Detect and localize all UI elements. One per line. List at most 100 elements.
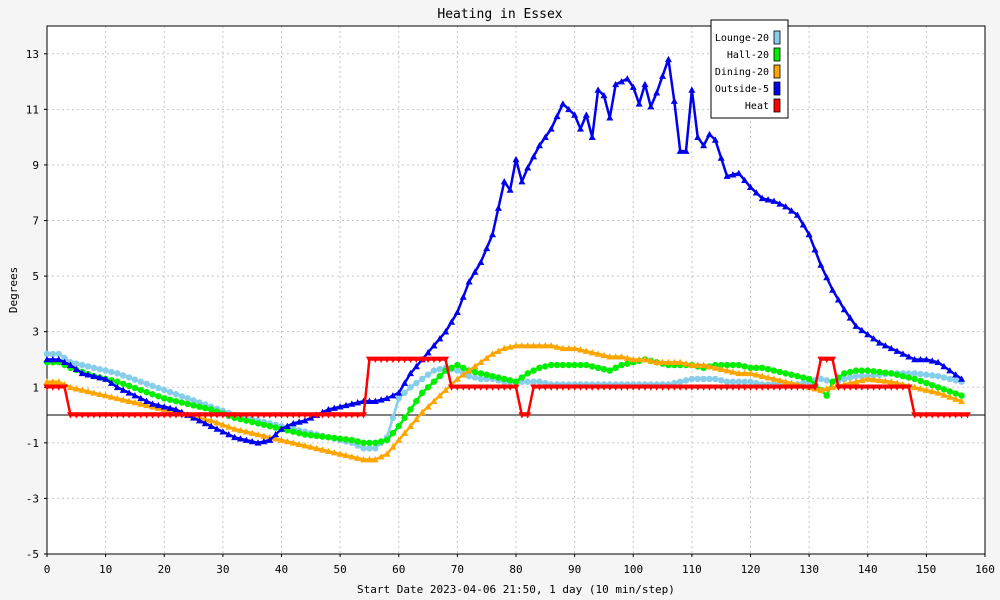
data-point-outside-5 [248, 437, 256, 445]
data-point-lounge-20 [465, 372, 473, 380]
data-point-hall-20 [377, 438, 385, 445]
data-point-heat [166, 412, 174, 419]
data-point-heat [940, 412, 948, 419]
data-point-heat [90, 412, 98, 419]
data-point-dining-20 [723, 367, 731, 374]
data-point-hall-20 [917, 377, 924, 385]
data-point-hall-20 [137, 386, 144, 394]
data-point-outside-5 [506, 186, 514, 193]
data-point-heat [448, 384, 456, 391]
legend-label-heat: Heat [745, 101, 769, 112]
data-point-heat [219, 412, 227, 419]
data-point-lounge-20 [688, 375, 696, 383]
data-point-heat [406, 356, 414, 363]
data-point-outside-5 [324, 405, 332, 413]
data-point-hall-20 [307, 432, 315, 439]
data-point-outside-5 [254, 439, 262, 446]
data-point-dining-20 [881, 377, 889, 384]
data-point-hall-20 [905, 374, 912, 381]
data-point-hall-20 [454, 361, 461, 369]
data-point-outside-5 [448, 318, 456, 325]
x-tick-label: 130 [799, 563, 819, 576]
data-point-hall-20 [395, 422, 402, 430]
data-point-outside-5 [594, 86, 602, 93]
data-point-hall-20 [372, 439, 379, 447]
data-point-heat [635, 384, 643, 391]
data-point-heat [729, 384, 737, 391]
data-point-outside-5 [395, 389, 403, 396]
data-point-dining-20 [365, 456, 373, 463]
data-point-outside-5 [436, 335, 444, 342]
data-point-outside-5 [489, 230, 497, 238]
data-point-outside-5 [641, 80, 649, 88]
data-point-heat [623, 384, 631, 391]
data-point-dining-20 [559, 344, 567, 352]
x-tick-label: 80 [509, 563, 522, 576]
data-point-dining-20 [917, 385, 925, 392]
data-point-outside-5 [535, 141, 543, 149]
data-point-outside-5 [600, 91, 608, 99]
data-point-outside-5 [934, 358, 942, 366]
x-tick-label: 10 [99, 563, 112, 576]
data-point-heat [377, 356, 385, 363]
y-tick-label: -5 [26, 548, 39, 561]
data-point-outside-5 [922, 355, 930, 363]
data-point-dining-20 [84, 387, 92, 395]
data-point-dining-20 [143, 401, 151, 409]
data-point-lounge-20 [917, 370, 924, 378]
data-point-hall-20 [624, 360, 631, 367]
data-point-dining-20 [582, 347, 590, 354]
data-point-hall-20 [424, 384, 432, 391]
legend-swatch-hall-20 [773, 47, 781, 62]
data-point-outside-5 [377, 396, 385, 403]
data-point-hall-20 [805, 375, 813, 383]
data-point-hall-20 [114, 378, 121, 385]
data-point-hall-20 [594, 364, 602, 372]
data-point-dining-20 [594, 350, 602, 357]
data-point-dining-20 [571, 344, 579, 352]
data-point-hall-20 [184, 400, 191, 408]
data-point-outside-5 [659, 72, 667, 79]
data-point-hall-20 [536, 364, 543, 372]
data-point-heat [594, 384, 602, 391]
data-point-lounge-20 [430, 367, 438, 374]
data-point-hall-20 [354, 438, 361, 445]
data-point-outside-5 [776, 200, 784, 207]
data-point-heat [72, 412, 80, 419]
data-point-outside-5 [260, 437, 268, 445]
data-point-hall-20 [125, 382, 133, 390]
data-point-heat [711, 384, 719, 391]
data-point-heat [741, 384, 749, 391]
data-point-outside-5 [870, 335, 878, 342]
data-point-hall-20 [430, 378, 438, 385]
data-point-outside-5 [201, 419, 209, 427]
data-point-outside-5 [272, 431, 280, 438]
data-point-dining-20 [102, 392, 110, 399]
data-point-dining-20 [758, 372, 766, 379]
data-point-lounge-20 [78, 361, 86, 369]
data-point-dining-20 [324, 447, 332, 454]
data-point-hall-20 [348, 436, 356, 444]
data-point-lounge-20 [929, 372, 936, 379]
data-point-dining-20 [289, 439, 297, 446]
data-point-hall-20 [717, 361, 725, 369]
data-point-lounge-20 [694, 375, 701, 383]
data-point-outside-5 [705, 130, 713, 138]
data-point-hall-20 [489, 372, 496, 380]
data-point-lounge-20 [407, 384, 414, 391]
data-point-heat [747, 384, 754, 391]
data-point-dining-20 [870, 376, 878, 383]
data-point-heat [330, 412, 338, 419]
data-point-outside-5 [823, 273, 831, 281]
data-point-dining-20 [887, 378, 895, 385]
x-tick-label: 0 [44, 563, 51, 576]
data-point-dining-20 [418, 408, 426, 416]
data-point-outside-5 [858, 326, 866, 334]
data-point-lounge-20 [946, 375, 954, 383]
data-point-heat [254, 412, 262, 419]
data-point-dining-20 [741, 369, 749, 377]
data-point-heat [272, 412, 280, 419]
data-point-hall-20 [313, 432, 320, 440]
data-point-hall-20 [506, 377, 514, 384]
data-point-hall-20 [178, 399, 186, 406]
